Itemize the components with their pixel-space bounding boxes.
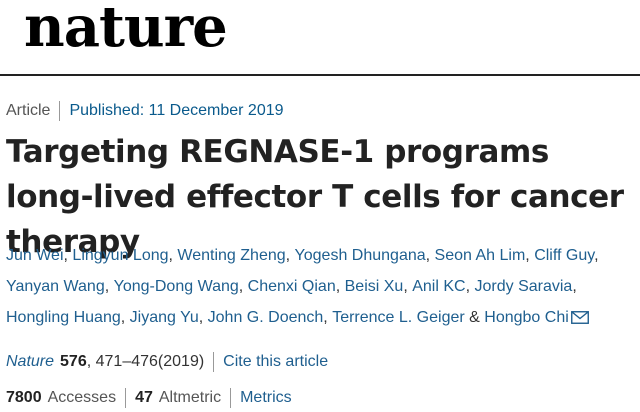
cite-this-article-link[interactable]: Cite this article [223,353,329,370]
author-link[interactable]: Chenxi Qian [247,278,336,295]
author-link[interactable]: Yogesh Dhungana [294,247,426,264]
author-link[interactable]: Jiyang Yu [129,309,199,326]
metrics-link[interactable]: Metrics [240,389,292,406]
author-link[interactable]: Hongling Huang [6,309,121,326]
author-link[interactable]: Jun Wei [6,247,64,264]
accesses-label: Accesses [47,389,117,406]
metrics-separator [230,388,232,408]
author-link[interactable]: Cliff Guy [534,247,595,264]
article-title: Targeting REGNASE-1 programs long-lived … [6,134,624,260]
author-list: Jun Wei, Lingyun Long, Wenting Zheng, Yo… [6,240,638,335]
author-link[interactable]: Terrence L. Geiger [332,309,465,326]
article-type: Article [6,102,51,119]
meta-separator [59,101,61,121]
author-link[interactable]: Seon Ah Lim [434,247,526,264]
author-link[interactable]: Lingyun Long [72,247,169,264]
citation-separator [213,352,215,372]
author-link[interactable]: John G. Doench [207,309,324,326]
author-link[interactable]: Hongbo Chi [484,309,569,326]
author-link[interactable]: Wenting Zheng [177,247,286,264]
header-divider [0,74,640,76]
journal-link[interactable]: Nature [6,353,55,370]
article-meta: Article Published: 11 December 2019 [6,101,284,121]
author-link[interactable]: Beisi Xu [344,278,404,295]
metrics-row: 7800 Accesses 47 Altmetric Metrics [6,388,292,408]
author-link[interactable]: Jordy Saravia [474,278,573,295]
author-link[interactable]: Anil KC [412,278,466,295]
nature-logo[interactable]: nature [24,0,228,60]
altmetric-label: Altmetric [158,389,222,406]
citation-row: Nature 576 , 471–476(2019) Cite this art… [6,352,328,372]
author-link[interactable]: Yong-Dong Wang [113,278,239,295]
mail-icon[interactable] [570,304,589,335]
metrics-separator [125,388,127,408]
altmetric-count: 47 [135,389,153,406]
published-date: Published: 11 December 2019 [69,102,284,119]
author-link[interactable]: Yanyan Wang [6,278,105,295]
volume-number: 576 [60,353,87,370]
accesses-count: 7800 [6,389,42,406]
pages-year: , 471–476(2019) [86,353,205,370]
